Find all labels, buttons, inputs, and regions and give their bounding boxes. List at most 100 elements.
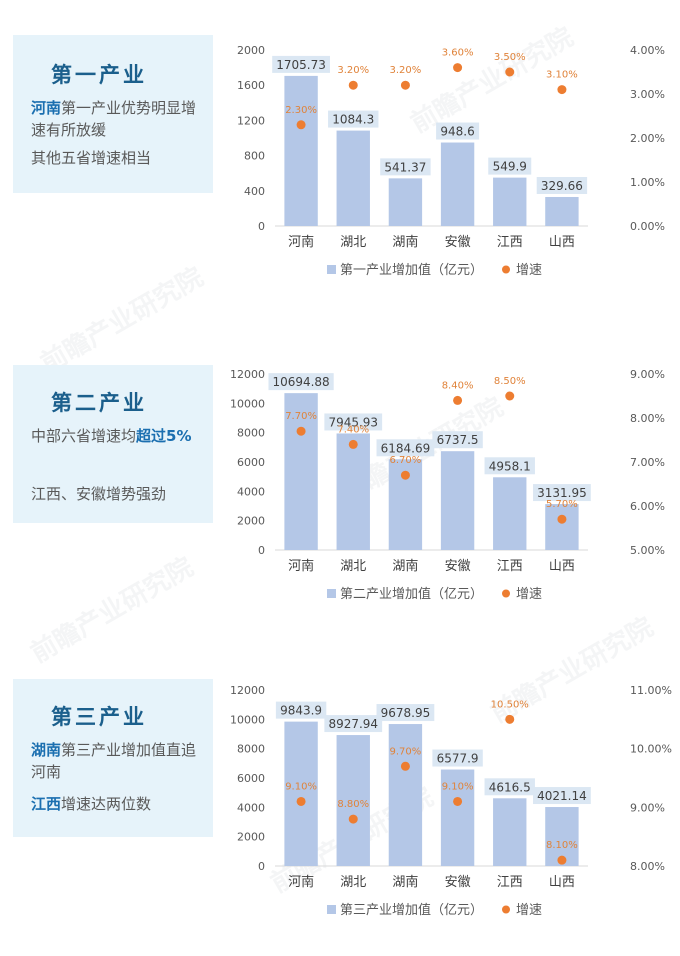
section-title: 第一产业 — [51, 63, 147, 87]
growth-point — [557, 855, 567, 865]
legend-swatch-dot — [502, 265, 510, 274]
growth-point — [505, 714, 515, 724]
section-2-panel: 第二产业 中部六省增速均超过5% 江西、安徽增势强劲 — [13, 365, 213, 523]
growth-label: 2.30% — [285, 105, 317, 116]
growth-label: 9.70% — [390, 746, 422, 757]
y-tick-label: 0 — [258, 860, 265, 873]
bar-label-bg — [376, 704, 435, 722]
highlight-text: 湖南 — [31, 741, 62, 759]
bar-label-bg — [432, 749, 483, 767]
legend-swatch-bar — [327, 265, 336, 274]
bar — [440, 451, 475, 550]
y-tick-label: 12000 — [230, 684, 265, 697]
chart-3: 0 2000 4000 6000 8000 10000 12000 8.00% 9.00% 10.… — [220, 678, 680, 930]
bar-value-label: 4958.1 — [489, 459, 531, 473]
bar-value-label: 541.37 — [384, 160, 426, 174]
section-line-1: 湖南第三产业增加值直追河南 — [31, 739, 207, 783]
y2-tick-label: 4.00% — [630, 44, 665, 57]
growth-point — [348, 814, 358, 824]
bar — [545, 504, 579, 550]
bar — [440, 142, 475, 226]
section-1-panel: 第一产业 河南第一产业优势明显增速有所放缓 其他五省增速相当 — [13, 35, 213, 193]
bar — [388, 724, 423, 866]
growth-label: 5.70% — [546, 499, 578, 510]
bar-label-bg — [324, 715, 383, 733]
bar-label-bg — [268, 373, 334, 391]
bar-label-bg — [272, 55, 330, 73]
growth-label: 8.10% — [546, 840, 578, 851]
bar-value-label: 10694.88 — [272, 375, 329, 389]
legend-swatch-dot — [502, 905, 510, 914]
bar-label-bg — [484, 778, 535, 796]
y2-tick-label: 1.00% — [630, 176, 665, 189]
category-label: 江西 — [497, 235, 523, 250]
y-tick-label: 10000 — [230, 713, 265, 726]
growth-point — [400, 761, 410, 771]
legend-label-dot: 增速 — [516, 903, 542, 918]
bar-value-label: 948.6 — [440, 125, 474, 139]
growth-point — [348, 80, 358, 90]
highlight-text: 河南 — [31, 99, 62, 117]
bar-value-label: 6577.9 — [437, 752, 479, 766]
bar — [440, 769, 475, 866]
y-tick-label: 8000 — [237, 427, 265, 440]
y2-tick-label: 0.00% — [630, 220, 665, 233]
highlight-text: 超过5% — [136, 427, 192, 445]
legend-label-bar: 第三产业增加值（亿元） — [340, 902, 483, 918]
section-line-1: 河南第一产业优势明显增速有所放缓 — [31, 97, 207, 141]
category-label: 江西 — [497, 559, 523, 574]
legend-label-dot: 增速 — [516, 263, 542, 278]
growth-label: 3.60% — [442, 48, 474, 59]
category-label: 山西 — [549, 559, 575, 574]
bar-label-bg — [484, 457, 535, 475]
legend-swatch-dot — [502, 589, 510, 598]
growth-point — [400, 470, 410, 480]
chart-3-svg: 0 2000 4000 6000 8000 10000 12000 8.00% 9.00% 10.… — [230, 684, 672, 918]
y2-tick-label: 3.00% — [630, 88, 665, 101]
bar-value-label: 4021.14 — [537, 789, 587, 803]
y2-tick-label: 9.00% — [630, 368, 665, 381]
category-label: 湖南 — [392, 234, 418, 250]
growth-point — [453, 796, 463, 806]
bar — [284, 393, 318, 550]
bar-label-bg — [380, 158, 431, 176]
bar — [336, 433, 370, 550]
growth-label: 10.50% — [491, 699, 529, 710]
y-tick-label: 2000 — [237, 44, 265, 57]
section-title: 第二产业 — [51, 391, 147, 415]
bar-label-bg — [328, 110, 379, 128]
bar-label-bg — [533, 484, 591, 502]
section-3-panel: 第三产业 湖南第三产业增加值直追河南 江西增速达两位数 — [13, 679, 213, 837]
bar-value-label: 549.9 — [493, 160, 527, 174]
section-line-2: 江西增速达两位数 — [31, 793, 207, 815]
legend-label-bar: 第二产业增加值（亿元） — [340, 586, 483, 602]
growth-point — [453, 395, 463, 405]
growth-point — [557, 514, 567, 524]
growth-point — [400, 80, 410, 90]
bar — [284, 721, 318, 866]
section-line-2: 江西、安徽增势强劲 — [31, 483, 207, 505]
category-label: 河南 — [288, 874, 314, 890]
chart-1-svg: 0 400 800 1200 1600 2000 0.00% 1.00% 2.00% 3.00% 4… — [237, 44, 665, 278]
bar-value-label: 6737.5 — [437, 433, 479, 447]
category-label: 湖北 — [340, 235, 366, 250]
body-text: 增速达两位数 — [61, 795, 152, 813]
y-tick-label: 0 — [258, 220, 265, 233]
growth-point — [505, 67, 515, 77]
category-label: 湖南 — [392, 874, 418, 890]
bar — [493, 477, 527, 550]
y-tick-label: 8000 — [237, 743, 265, 756]
legend-swatch-bar — [327, 589, 336, 598]
body-text: 中部六省增速均 — [31, 427, 137, 445]
growth-point — [296, 426, 306, 436]
bar-label-bg — [376, 439, 435, 457]
y2-tick-label: 9.00% — [630, 801, 665, 814]
bar-label-bg — [275, 701, 327, 719]
bar-value-label: 9843.9 — [280, 704, 322, 718]
category-label: 江西 — [497, 875, 523, 890]
growth-label: 9.10% — [285, 781, 317, 792]
bar-label-bg — [436, 122, 480, 140]
section-title: 第三产业 — [51, 705, 147, 729]
legend-label-bar: 第一产业增加值（亿元） — [340, 262, 483, 278]
y2-tick-label: 2.00% — [630, 132, 665, 145]
